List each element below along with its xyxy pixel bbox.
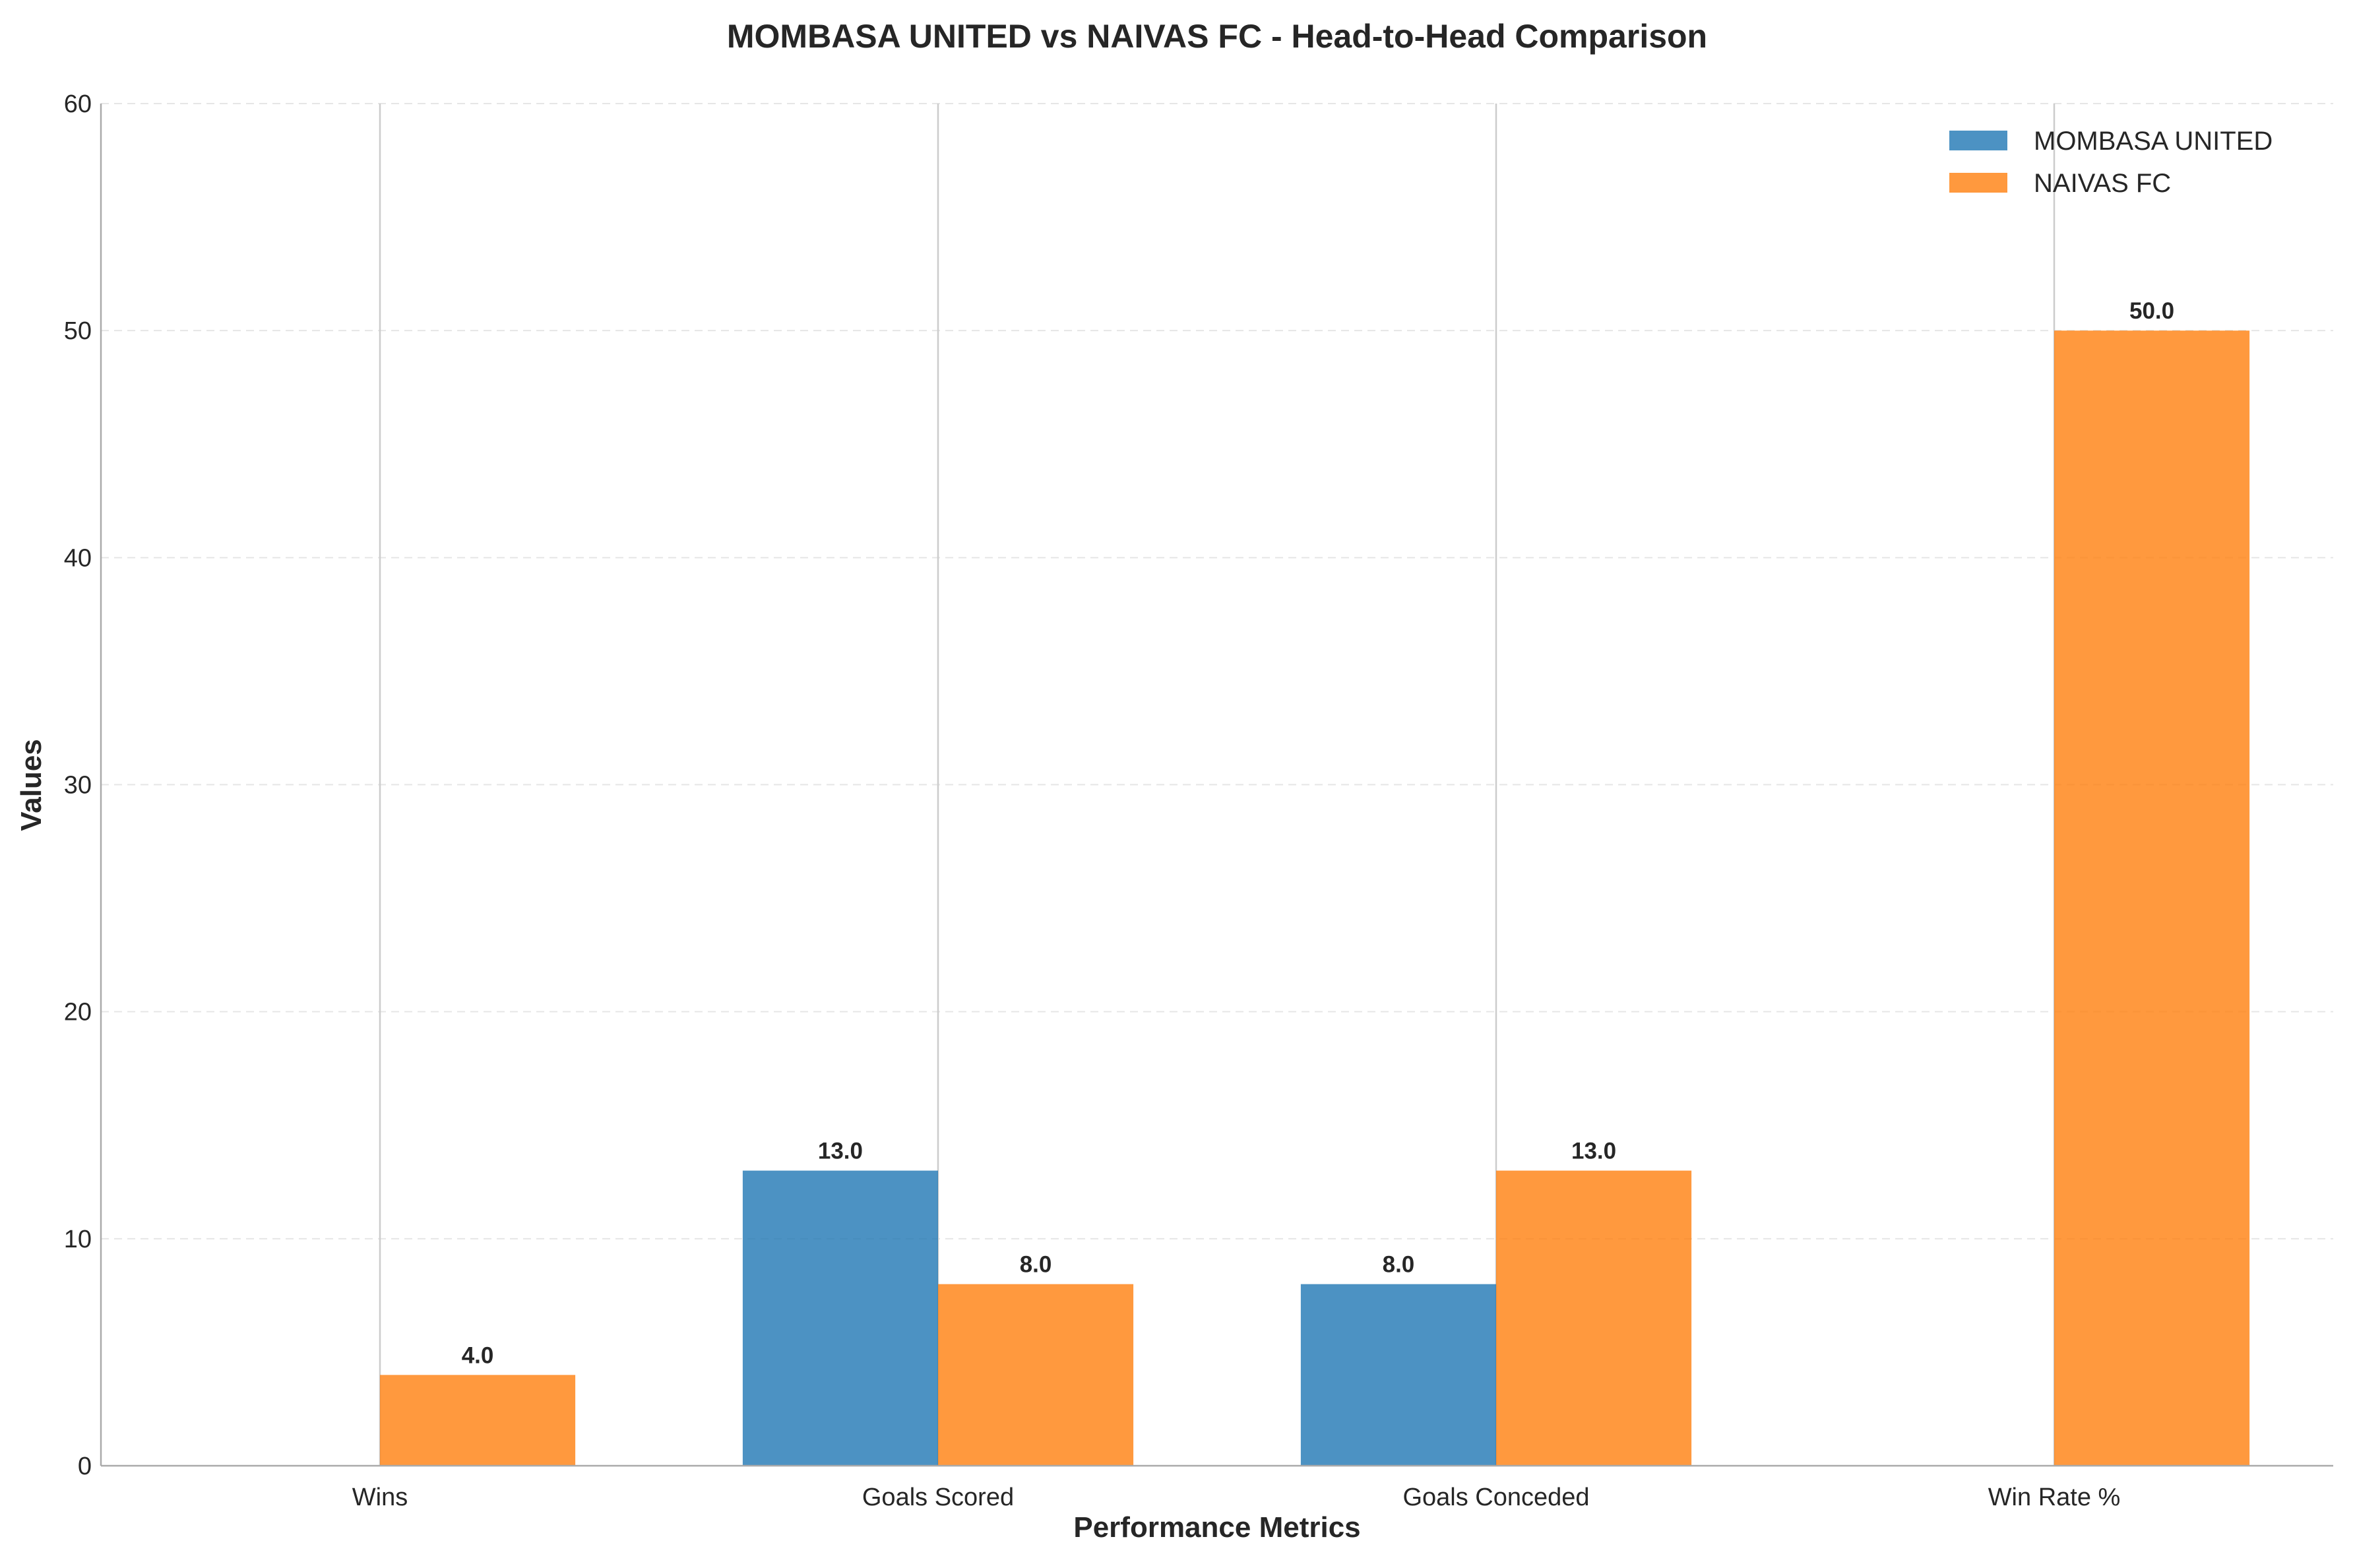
labels-layer: 0 10 20 30 40 50 60 13.0 8.0 4.0 8.0 13.0 50.0 Wins Go…	[64, 90, 2174, 1511]
bar-naivas-fc-1	[938, 1284, 1134, 1466]
y-tick-label: 20	[64, 999, 92, 1026]
grid-layer	[101, 103, 2333, 1466]
bar-mombasa-united-2	[1300, 1284, 1496, 1466]
bar-naivas-fc-3	[2054, 330, 2250, 1466]
legend: MOMBASA UNITED NAIVAS FC	[1949, 127, 2273, 198]
axes-layer	[100, 104, 2333, 1467]
y-tick-label: 0	[78, 1453, 92, 1480]
x-tick-label: Win Rate %	[1988, 1484, 2121, 1511]
chart-title: MOMBASA UNITED vs NAIVAS FC - Head-to-He…	[727, 18, 1707, 55]
x-tick-label: Wins	[352, 1484, 408, 1511]
y-tick-label: 40	[64, 544, 92, 572]
legend-swatch	[1949, 131, 2007, 150]
y-tick-label: 50	[64, 317, 92, 345]
legend-label: NAIVAS FC	[2034, 169, 2171, 198]
legend-swatch	[1949, 173, 2007, 193]
x-tick-label: Goals Scored	[862, 1484, 1014, 1511]
bars-layer	[380, 330, 2250, 1466]
bar-value-label: 13.0	[1571, 1139, 1616, 1164]
y-axis-title: Values	[15, 739, 47, 831]
bar-value-label: 50.0	[2129, 298, 2174, 324]
bar-value-label: 8.0	[1383, 1252, 1415, 1278]
x-axis-title: Performance Metrics	[1073, 1511, 1360, 1544]
bar-naivas-fc-2	[1496, 1170, 1692, 1466]
bar-naivas-fc-0	[380, 1375, 576, 1466]
y-tick-label: 10	[64, 1226, 92, 1253]
y-tick-label: 30	[64, 772, 92, 800]
x-tick-label: Goals Conceded	[1402, 1484, 1589, 1511]
bar-mombasa-united-1	[742, 1170, 938, 1466]
bar-value-label: 13.0	[818, 1139, 863, 1164]
y-tick-label: 60	[64, 90, 92, 118]
legend-label: MOMBASA UNITED	[2034, 127, 2273, 156]
bar-value-label: 8.0	[1020, 1252, 1052, 1278]
bar-value-label: 4.0	[462, 1342, 494, 1368]
